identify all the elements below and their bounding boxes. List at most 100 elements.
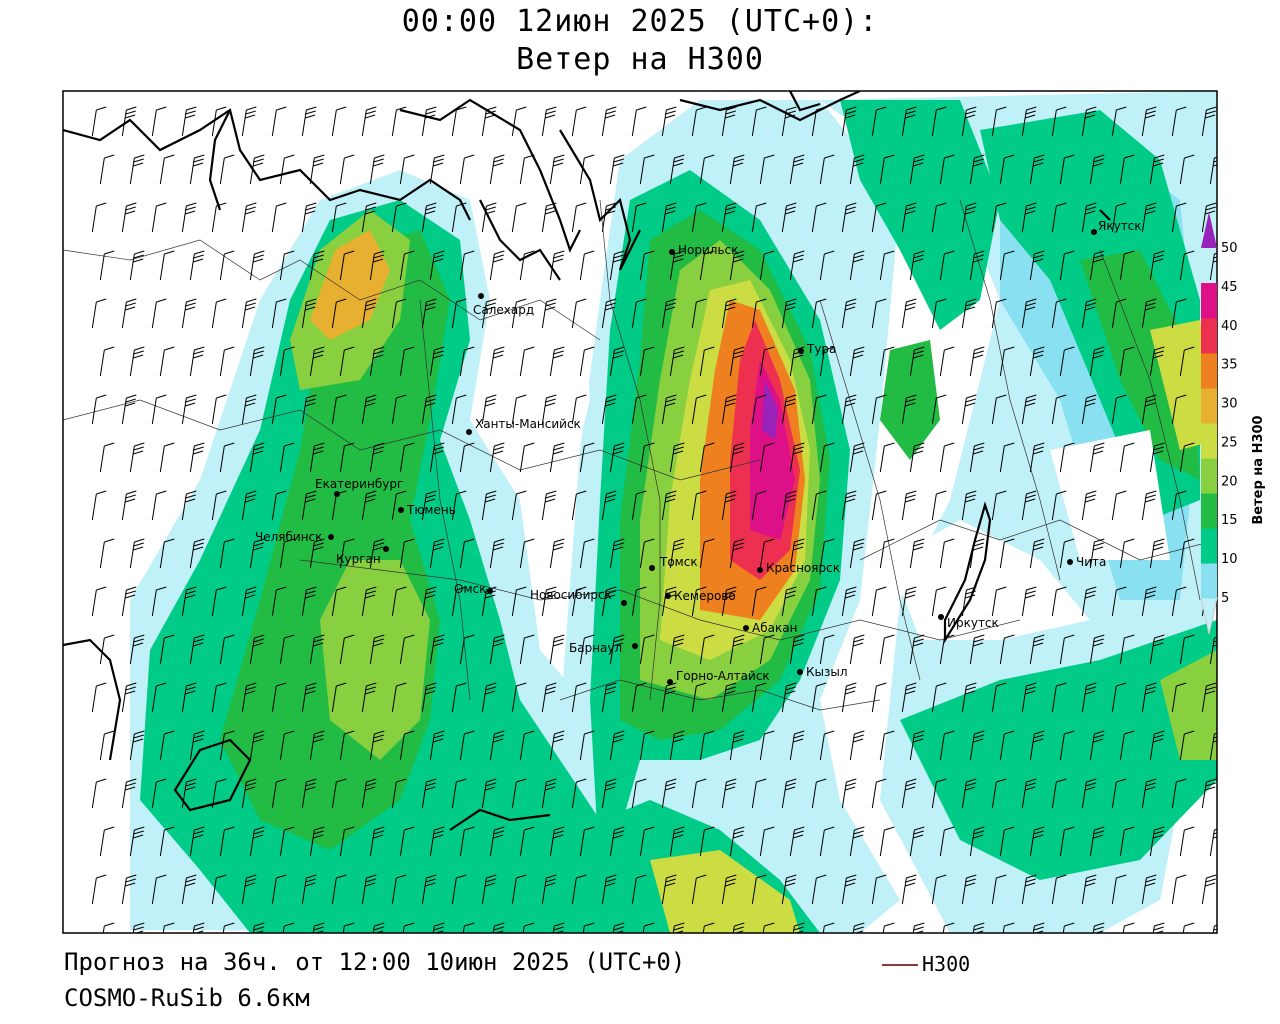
wind-barb xyxy=(631,298,647,329)
wind-barb xyxy=(549,538,565,569)
wind-barb xyxy=(1141,106,1157,137)
wind-barb xyxy=(691,298,707,329)
wind-barb xyxy=(571,298,587,329)
wind-barb xyxy=(759,730,775,761)
wind-barb xyxy=(849,730,865,761)
wind-barb xyxy=(211,490,227,521)
wind-barb xyxy=(301,778,317,809)
wind-barb xyxy=(481,202,497,233)
wind-barb xyxy=(519,826,535,857)
colorbar-tick-label: 35 xyxy=(1221,358,1238,373)
wind-barb xyxy=(789,826,805,857)
city-dot xyxy=(667,679,673,685)
wind-barb xyxy=(601,298,617,329)
wind-barb xyxy=(1059,538,1075,569)
wind-barb xyxy=(421,106,437,137)
wind-barb xyxy=(669,154,685,185)
wind-barb xyxy=(931,682,947,713)
wind-barb xyxy=(759,442,775,473)
wind-barb xyxy=(1119,538,1135,569)
wind-barb xyxy=(249,730,265,761)
wind-barb xyxy=(972,922,985,933)
wind-barb xyxy=(849,826,865,857)
wind-barb xyxy=(519,154,535,185)
wind-barb xyxy=(312,922,325,933)
wind-barb xyxy=(912,922,925,933)
wind-barb xyxy=(451,874,467,905)
wind-barb xyxy=(661,394,677,425)
wind-barb xyxy=(91,778,107,809)
wind-barb xyxy=(339,538,355,569)
wind-barb xyxy=(391,874,407,905)
wind-barb xyxy=(879,250,895,281)
city-label: Кызыл xyxy=(806,665,848,679)
colorbar-tick-label: 15 xyxy=(1221,513,1238,528)
wind-barb xyxy=(121,874,137,905)
wind-barb xyxy=(489,730,505,761)
wind-barb xyxy=(522,922,535,933)
wind-barb xyxy=(819,730,835,761)
wind-barb xyxy=(609,346,625,377)
wind-barb xyxy=(249,826,265,857)
wind-barb xyxy=(699,442,715,473)
wind-barb xyxy=(879,154,895,185)
wind-barb xyxy=(931,106,947,137)
wind-barb xyxy=(669,442,685,473)
colorbar-tick-label: 25 xyxy=(1221,435,1238,450)
wind-barb xyxy=(579,634,595,665)
wind-barb xyxy=(612,922,625,933)
city-dot xyxy=(649,565,655,571)
colorbar-tick-label: 30 xyxy=(1221,397,1238,412)
wind-barb xyxy=(189,442,205,473)
wind-barb xyxy=(399,634,415,665)
wind-barb xyxy=(309,442,325,473)
wind-barb xyxy=(361,586,377,617)
wind-barb xyxy=(721,202,737,233)
wind-barb xyxy=(1051,682,1067,713)
wind-barb xyxy=(391,682,407,713)
wind-barb xyxy=(879,538,895,569)
wind-barb xyxy=(271,202,287,233)
wind-barb xyxy=(369,442,385,473)
wind-barb xyxy=(271,682,287,713)
wind-barb xyxy=(129,634,145,665)
wind-barb xyxy=(729,538,745,569)
wind-barb xyxy=(1089,634,1105,665)
wind-barb xyxy=(91,298,107,329)
wind-barb xyxy=(909,730,925,761)
city-dot xyxy=(938,614,944,620)
wind-barb xyxy=(1179,634,1195,665)
wind-barb xyxy=(252,922,265,933)
wind-barb xyxy=(1149,250,1165,281)
wind-barb xyxy=(489,826,505,857)
wind-barb xyxy=(991,778,1007,809)
wind-barb xyxy=(871,874,887,905)
wind-barb xyxy=(421,298,437,329)
wind-barb xyxy=(481,682,497,713)
region-boundaries xyxy=(63,199,1217,711)
wind-barb xyxy=(781,298,797,329)
wind-barb xyxy=(601,778,617,809)
wind-barb xyxy=(421,778,437,809)
wind-barb xyxy=(219,346,235,377)
wind-barb xyxy=(459,154,475,185)
wind-barb xyxy=(822,922,835,933)
wind-barb xyxy=(339,346,355,377)
wind-barb xyxy=(489,154,505,185)
wind-barb xyxy=(661,106,677,137)
wind-barb xyxy=(669,826,685,857)
wind-barb xyxy=(181,298,197,329)
wind-barb xyxy=(279,538,295,569)
wind-barb xyxy=(189,346,205,377)
wind-barb xyxy=(189,250,205,281)
wind-barb xyxy=(361,490,377,521)
wind-barb xyxy=(781,202,797,233)
wind-barb xyxy=(282,922,295,933)
wind-barb xyxy=(331,202,347,233)
wind-barb xyxy=(571,778,587,809)
wind-barb xyxy=(1111,778,1127,809)
wind-barb xyxy=(999,634,1015,665)
wind-barb xyxy=(159,538,175,569)
wind-barb xyxy=(421,874,437,905)
wind-barb xyxy=(939,730,955,761)
